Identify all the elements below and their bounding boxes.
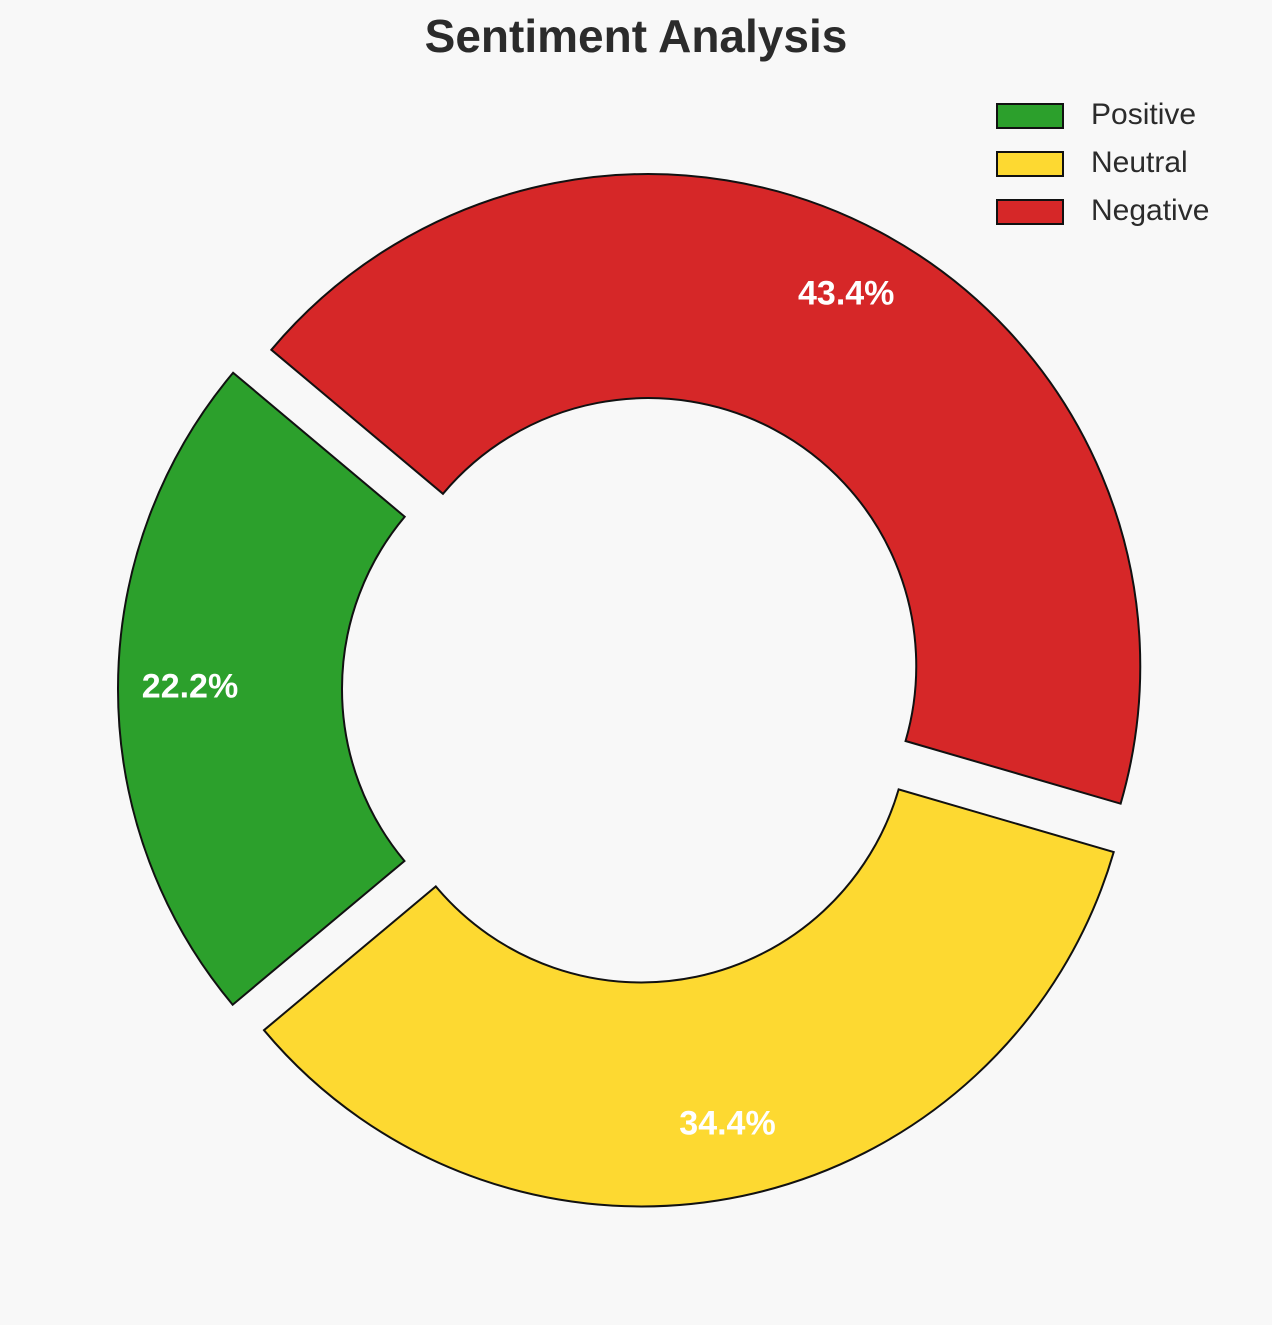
legend-swatch [996,199,1064,225]
value-label: 22.2% [142,668,238,706]
donut-slice [262,788,1115,1208]
legend-label: Positive [1091,98,1196,131]
value-label: 34.4% [679,1104,775,1142]
legend-label: Negative [1091,194,1209,227]
legend-swatch [996,103,1064,129]
donut-slice [116,371,407,1007]
donut-slice [269,173,1142,805]
legend-label: Neutral [1091,146,1188,179]
value-label: 43.4% [798,275,894,313]
chart-title: Sentiment Analysis [425,10,848,62]
legend-swatch [996,151,1064,177]
